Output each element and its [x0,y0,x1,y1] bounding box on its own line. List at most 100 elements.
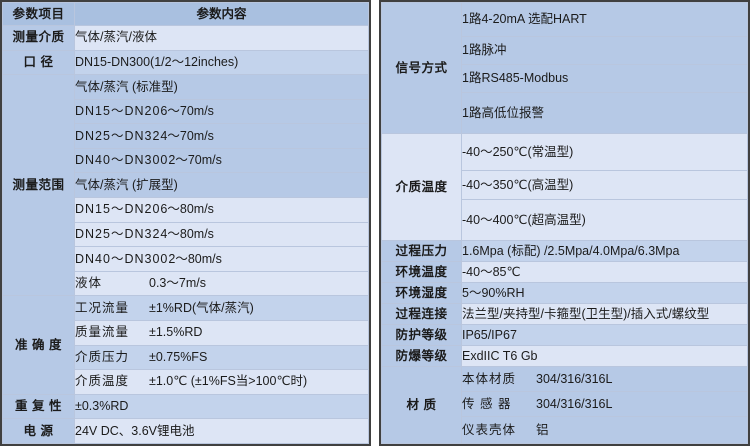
table-row-range: DN25～DN32 4～70m/s [3,123,369,149]
accuracy-medium-pressure: 介质压力 ±0.75%FS [74,344,369,371]
header-cell-param-content: 参数内容 [74,2,369,26]
row-value-ambient-temperature: -40～85℃ [461,261,748,283]
material-key: 本体材质 [462,371,517,386]
range-line-gas-extended: 气体/蒸汽 (扩展型) [74,172,369,199]
table-row: 测量介质 气体/蒸汽/液体 [2,25,369,51]
range-key: DN25～DN32 [75,128,161,143]
material-key: 传 感 器 [462,396,512,411]
accuracy-value: ±1%RD(气体/蒸汽) [149,300,254,315]
table-row: 防护等级 IP65/IP67 [381,324,748,346]
table-row-material: 仪表壳体 铝 [382,416,748,444]
range-line-dn25-dn32-ext: DN25～DN32 4～80m/s [74,221,369,248]
material-sensor: 传 感 器 304/316/316L [461,391,748,417]
table-header-row: 参数项目 参数内容 [2,2,369,26]
left-spec-table: 参数项目 参数内容 测量介质 气体/蒸汽/液体 口 径 DN15-DN300(1… [2,2,369,444]
accuracy-medium-temperature: 介质温度 ±1.0℃ (±1%FS当>100℃时) [74,369,369,395]
range-line-dn40-dn300-std: DN40～DN300 2～70m/s [74,147,369,174]
range-value: 4～80m/s [160,226,214,241]
row-label-medium-temperature: 介质温度 [381,133,462,241]
accuracy-working-flow: 工况流量 ±1%RD(气体/蒸汽) [74,295,369,321]
row-label-explosion-grade: 防爆等级 [381,345,462,367]
row-label-measuring-range: 测量范围 [2,74,75,297]
range-key: DN40～DN300 [75,153,169,168]
range-line-dn25-dn32-std: DN25～DN32 4～70m/s [74,123,369,149]
material-housing: 仪表壳体 铝 [461,416,748,444]
row-label-ambient-temperature: 环境温度 [381,261,462,283]
table-row: 环境温度 -40～85℃ [381,261,748,283]
row-value-diameter: DN15-DN300(1/2～12inches) [74,49,369,76]
accuracy-key: 工况流量 [75,300,130,315]
row-value-process-pressure: 1.6Mpa (标配) /2.5Mpa/4.0Mpa/6.3Mpa [461,240,748,262]
row-label-process-connection: 过程连接 [381,303,462,325]
signal-line-pulse: 1路脉冲 [461,36,748,65]
table-row: 重 复 性 ±0.3%RD [2,393,369,420]
range-key: 液体 [75,276,103,291]
range-key: DN40～DN300 [75,251,169,266]
row-label-medium: 测量介质 [2,25,75,51]
right-spec-table-container: 信号方式 1路4-20mA 选配HART 1路脉冲 1路RS485-Modbus… [379,0,750,446]
table-row-medium-temp: -40～350℃(高温型) [382,170,748,200]
range-value: 0.3～7m/s [149,276,206,291]
row-value-explosion-grade: ExdIIC T6 Gb [461,345,748,367]
range-line-dn15-dn20-std: DN15～DN20 6～70m/s [74,98,369,125]
signal-line-4-20ma: 1路4-20mA 选配HART [461,2,748,37]
table-row-range: 测量范围 气体/蒸汽 (标准型) [2,74,369,297]
range-value: 6～80m/s [160,202,214,217]
accuracy-mass-flow: 质量流量 ±1.5%RD [74,319,369,346]
medium-temp-high: -40～350℃(高温型) [461,170,748,200]
table-row: 口 径 DN15-DN300(1/2～12inches) [2,49,369,76]
signal-line-alarm: 1路高低位报警 [461,92,748,134]
table-row-range: DN25～DN32 4～80m/s [3,221,369,248]
row-label-power: 电 源 [2,418,75,444]
accuracy-value: ±0.75%FS [149,349,208,364]
accuracy-key: 介质温度 [75,374,130,389]
material-value: 304/316/316L [536,396,613,411]
range-line-liquid: 液体 0.3～7m/s [74,270,369,297]
range-value: 6～70m/s [160,104,214,119]
range-key: DN25～DN32 [75,226,161,241]
material-body: 本体材质 304/316/316L [461,366,748,392]
material-value: 304/316/316L [536,371,613,386]
right-spec-table: 信号方式 1路4-20mA 选配HART 1路脉冲 1路RS485-Modbus… [381,2,748,444]
row-value-process-connection: 法兰型/夹持型/卡箍型(卫生型)/插入式/螺纹型 [461,303,748,325]
table-row: 电 源 24V DC、3.6V锂电池 [2,418,369,444]
range-line-dn40-dn300-ext: DN40～DN300 2～80m/s [74,246,369,272]
table-row-medium-temp: -40～400℃(超高温型) [382,199,748,241]
table-row-signal: 信号方式 1路4-20mA 选配HART [381,2,748,134]
signal-line-rs485: 1路RS485-Modbus [461,64,748,93]
table-row: 过程压力 1.6Mpa (标配) /2.5Mpa/4.0Mpa/6.3Mpa [381,240,748,262]
medium-temp-ultra-high: -40～400℃(超高温型) [461,199,748,241]
left-spec-table-container: 参数项目 参数内容 测量介质 气体/蒸汽/液体 口 径 DN15-DN300(1… [0,0,371,446]
row-label-signal-method: 信号方式 [381,2,462,134]
row-value-medium: 气体/蒸汽/液体 [74,25,369,51]
row-value-repeatability: ±0.3%RD [74,393,369,420]
row-label-process-pressure: 过程压力 [381,240,462,262]
range-value: 2～70m/s [168,153,222,168]
row-label-ambient-humidity: 环境湿度 [381,282,462,304]
table-row: 过程连接 法兰型/夹持型/卡箍型(卫生型)/插入式/螺纹型 [381,303,748,325]
header-cell-param-item: 参数项目 [2,2,75,26]
range-value: 2～80m/s [168,251,222,266]
range-key: DN15～DN20 [75,202,161,217]
row-label-accuracy: 准 确 度 [2,295,75,395]
row-value-protection-grade: IP65/IP67 [461,324,748,346]
material-value: 铝 [536,422,549,437]
table-row-range: 气体/蒸汽 (扩展型) [3,172,369,199]
table-row: 环境湿度 5～90%RH [381,282,748,304]
row-label-material: 材 质 [381,366,462,444]
medium-temp-normal: -40～250℃(常温型) [461,133,748,171]
table-row-material: 材 质 本体材质 304/316/316L [381,366,748,444]
table-row-range: DN15～DN20 6～70m/s [3,98,369,125]
row-value-power: 24V DC、3.6V锂电池 [74,418,369,444]
material-key: 仪表壳体 [462,422,517,437]
table-row-accuracy: 准 确 度 工况流量 ±1%RD(气体/蒸汽) [2,295,369,395]
accuracy-value: ±1.0℃ (±1%FS当>100℃时) [149,374,308,389]
accuracy-value: ±1.5%RD [149,325,203,340]
row-label-repeatability: 重 复 性 [2,393,75,420]
range-line-gas-standard: 气体/蒸汽 (标准型) [74,74,369,100]
accuracy-key: 质量流量 [75,325,130,340]
range-value: 4～70m/s [160,128,214,143]
table-row-range: DN40～DN300 2～80m/s [3,246,369,272]
table-row: 防爆等级 ExdIIC T6 Gb [381,345,748,367]
